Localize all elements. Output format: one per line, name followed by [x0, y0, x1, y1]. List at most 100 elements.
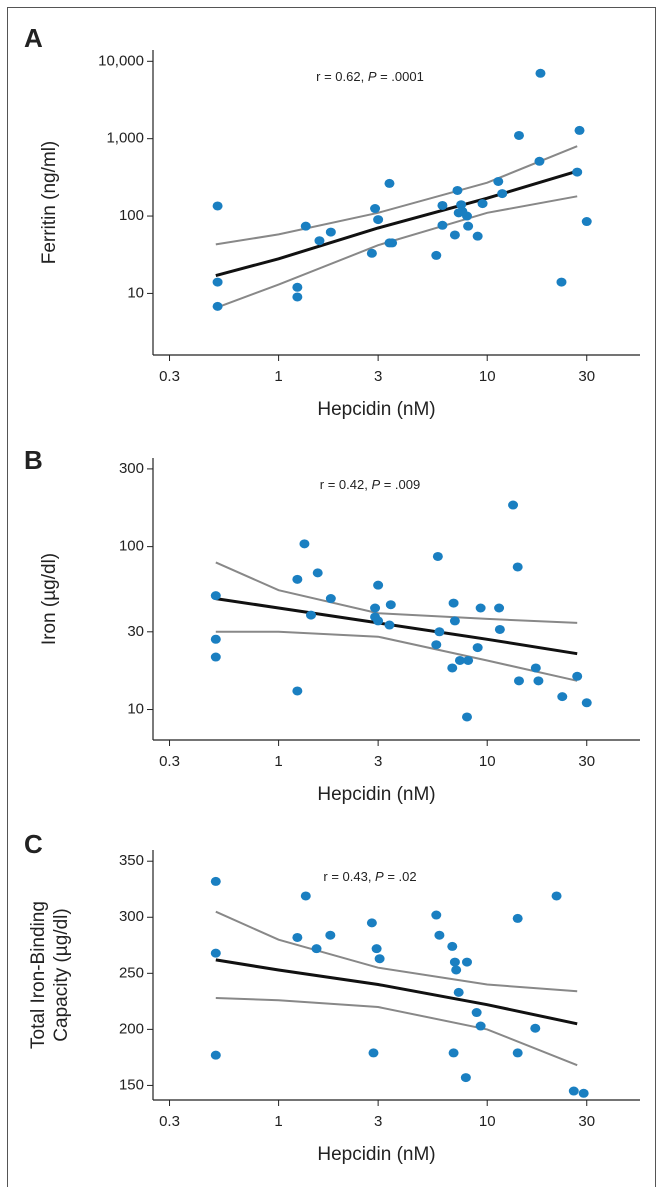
data-point: [461, 712, 472, 722]
fit-line: [215, 910, 578, 993]
frame: [7, 7, 656, 1187]
data-point: [472, 643, 483, 653]
fit-line: [215, 561, 578, 624]
data-point: [292, 574, 303, 584]
data-point: [449, 957, 460, 967]
x-tick-label: 3: [374, 753, 382, 770]
data-point: [475, 1021, 486, 1031]
data-point: [451, 965, 462, 975]
data-point: [530, 1023, 541, 1033]
data-point: [497, 189, 508, 199]
data-point: [463, 221, 474, 231]
y-tick-label: 30: [127, 623, 144, 640]
data-point: [568, 1086, 579, 1096]
y-axis-label: Capacity (µg/dl): [51, 908, 72, 1041]
x-axis-label: Hepcidin (nM): [317, 1144, 435, 1165]
data-point: [456, 200, 467, 210]
data-point: [447, 663, 458, 673]
data-point: [212, 277, 223, 287]
data-point: [431, 910, 442, 920]
x-tick-label: 1: [274, 368, 282, 385]
data-point: [210, 948, 221, 958]
panel-letter: C: [24, 829, 43, 859]
panel-letter: B: [24, 445, 43, 475]
x-tick-label: 3: [374, 368, 382, 385]
x-tick-label: 1: [274, 753, 282, 770]
x-tick-label: 3: [374, 1113, 382, 1130]
y-tick-label: 10: [127, 700, 144, 717]
x-tick-label: 10: [479, 368, 496, 385]
data-point: [477, 199, 488, 209]
data-point: [534, 156, 545, 166]
data-point: [370, 603, 381, 613]
data-point: [368, 1048, 379, 1058]
y-axis-label: Ferritin (ng/ml): [39, 141, 60, 265]
data-point: [432, 551, 443, 561]
fit-line: [215, 195, 578, 309]
y-tick-label: 350: [119, 852, 144, 869]
fit-line: [215, 145, 578, 246]
data-point: [449, 230, 460, 240]
data-point: [557, 692, 568, 702]
annotation-part: P: [371, 477, 380, 492]
data-point: [212, 301, 223, 311]
annotation: r = 0.43, P = .02: [323, 869, 416, 884]
x-tick-label: 0.3: [159, 1113, 180, 1130]
data-point: [312, 568, 323, 578]
annotation: r = 0.42, P = .009: [320, 477, 420, 492]
data-point: [572, 167, 583, 177]
data-point: [300, 221, 311, 231]
annotation-part: P: [368, 69, 377, 84]
x-tick-label: 10: [479, 1113, 496, 1130]
y-tick-label: 1,000: [106, 130, 144, 147]
data-point: [292, 686, 303, 696]
x-tick-label: 30: [578, 368, 595, 385]
data-point: [371, 944, 382, 954]
annotation: r = 0.62, P = .0001: [316, 69, 424, 84]
x-axis-label: Hepcidin (nM): [317, 399, 435, 420]
data-point: [292, 292, 303, 302]
data-point: [460, 1073, 471, 1083]
data-point: [384, 620, 395, 630]
y-tick-label: 300: [119, 908, 144, 925]
data-point: [572, 671, 583, 681]
fit-line: [215, 597, 578, 656]
data-point: [373, 616, 384, 626]
data-point: [512, 562, 523, 572]
data-point: [385, 600, 396, 610]
data-point: [210, 652, 221, 662]
data-point: [513, 676, 524, 686]
data-point: [475, 603, 486, 613]
data-point: [448, 1048, 459, 1058]
y-tick-label: 200: [119, 1020, 144, 1037]
data-point: [210, 876, 221, 886]
data-point: [449, 616, 460, 626]
y-tick-label: 300: [119, 460, 144, 477]
x-tick-label: 10: [479, 753, 496, 770]
data-point: [437, 220, 448, 230]
y-tick-label: 250: [119, 964, 144, 981]
data-point: [373, 580, 384, 590]
x-tick-label: 30: [578, 753, 595, 770]
data-point: [325, 930, 336, 940]
y-tick-label: 100: [119, 207, 144, 224]
data-point: [581, 217, 592, 227]
data-point: [530, 663, 541, 673]
panel-letter: A: [24, 23, 43, 53]
data-point: [210, 1050, 221, 1060]
data-point: [494, 603, 505, 613]
data-point: [306, 610, 317, 620]
data-point: [384, 178, 395, 188]
data-point: [461, 957, 472, 967]
data-point: [212, 201, 223, 211]
y-tick-label: 150: [119, 1076, 144, 1093]
fit-line: [215, 630, 578, 682]
fit-line: [215, 997, 578, 1067]
data-point: [299, 539, 310, 549]
data-point: [210, 591, 221, 601]
data-point: [311, 944, 322, 954]
data-point: [300, 891, 311, 901]
data-point: [453, 987, 464, 997]
annotation-part: = .02: [384, 869, 417, 884]
y-axis-label: Iron (µg/dl): [39, 553, 60, 645]
